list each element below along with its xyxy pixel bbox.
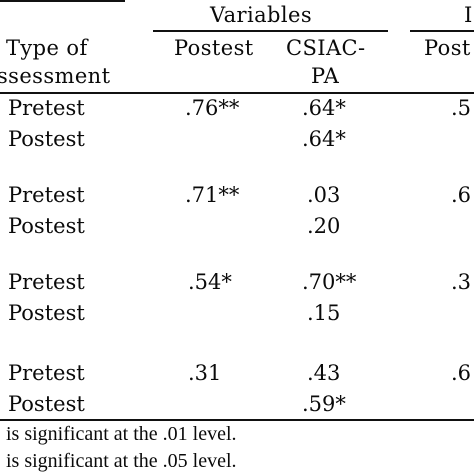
csiac-column-header-line1: CSIAC- — [286, 36, 366, 60]
variables-underline — [153, 30, 388, 32]
type-cell: Postest — [8, 301, 85, 325]
type-cell: Pretest — [8, 183, 85, 207]
csiac-cell: .64* — [302, 96, 346, 120]
csiac-cell: .43 — [307, 361, 341, 385]
table-bottom-rule — [0, 419, 474, 421]
postest-cell: .54* — [188, 270, 232, 294]
type-cell: Postest — [8, 127, 85, 151]
type-cell: Postest — [8, 392, 85, 416]
right-column-header-fragment: Post — [424, 36, 471, 60]
right-cell-fragment: .3 — [451, 270, 472, 294]
type-of-assessment-label-line1: Type of — [6, 36, 88, 60]
csiac-cell: .70** — [302, 270, 357, 294]
right-cell-fragment: .6 — [451, 183, 472, 207]
right-group-header-fragment: I — [464, 3, 473, 27]
type-cell: Pretest — [8, 361, 85, 385]
postest-cell: .76** — [185, 96, 240, 120]
postest-cell: .31 — [188, 361, 222, 385]
right-group-underline — [410, 30, 474, 32]
csiac-cell: .15 — [307, 301, 341, 325]
csiac-column-header-line2: PA — [311, 64, 340, 88]
csiac-cell: .59* — [302, 392, 346, 416]
top-rule — [0, 0, 125, 2]
type-cell: Postest — [8, 214, 85, 238]
footnote-01-level: is significant at the .01 level. — [6, 423, 237, 445]
csiac-cell: .03 — [307, 183, 341, 207]
postest-column-header: Postest — [174, 36, 254, 60]
csiac-cell: .20 — [307, 214, 341, 238]
header-bottom-rule — [0, 92, 474, 94]
type-cell: Pretest — [8, 96, 85, 120]
right-cell-fragment: .5 — [451, 96, 472, 120]
postest-cell: .71** — [185, 183, 240, 207]
csiac-cell: .64* — [302, 127, 346, 151]
variables-header: Variables — [210, 3, 312, 27]
type-cell: Pretest — [8, 270, 85, 294]
type-of-assessment-label-line2: ssessment — [0, 64, 111, 88]
footnote-05-level: is significant at the .05 level. — [6, 450, 237, 472]
right-cell-fragment: .6 — [451, 361, 472, 385]
